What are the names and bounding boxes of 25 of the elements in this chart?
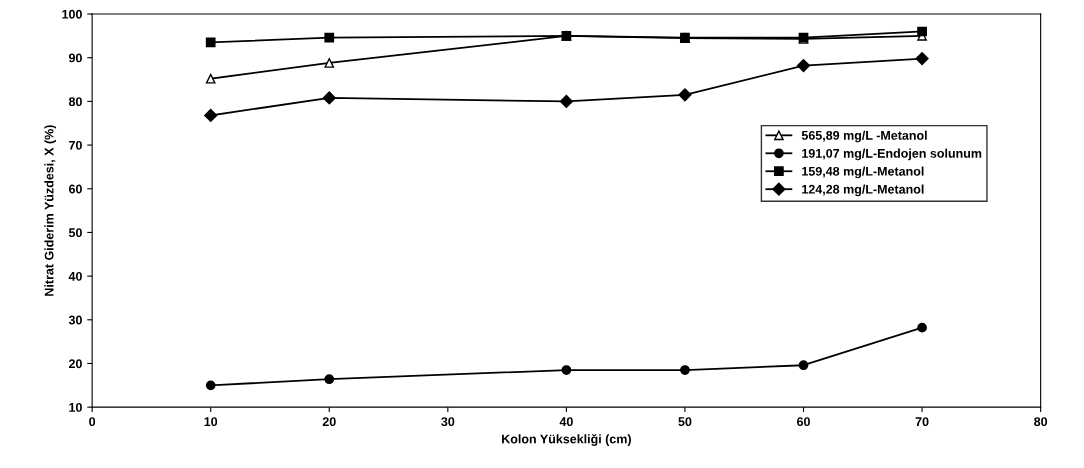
legend-label: 159,48 mg/L-Metanol — [802, 166, 924, 179]
x-axis-title: Kolon Yüksekliği (cm) — [502, 434, 631, 446]
x-tick-label: 10 — [204, 417, 218, 427]
x-tick-label: 30 — [441, 417, 455, 427]
y-axis-title: Nitrat Giderim Yüzdesi, X (%) — [44, 125, 57, 296]
y-tick-label: 50 — [68, 228, 82, 238]
legend-label: 565,89 mg/L -Metanol — [801, 130, 927, 143]
y-tick-label: 20 — [68, 359, 82, 369]
y-tick-label: 10 — [69, 402, 82, 412]
y-tick-label: 60 — [68, 184, 82, 194]
y-tick-label: 30 — [68, 315, 82, 325]
x-tick-label: 80 — [1034, 417, 1048, 427]
x-tick-label: 70 — [915, 417, 929, 427]
y-tick-label: 80 — [68, 97, 82, 107]
y-tick-label: 90 — [68, 53, 82, 63]
y-tick-label: 100 — [62, 9, 82, 19]
x-tick-label: 20 — [322, 417, 336, 427]
legend-label: 191,07 mg/L-Endojen solunum — [802, 148, 982, 161]
x-tick-label: 40 — [559, 417, 573, 427]
y-tick-label: 40 — [68, 271, 82, 281]
legend-label: 124,28 mg/L-Metanol — [802, 184, 924, 197]
x-tick-label: 50 — [678, 417, 692, 427]
x-tick-label: 0 — [89, 417, 96, 427]
y-tick-label: 70 — [69, 140, 82, 150]
x-tick-label: 60 — [797, 417, 810, 427]
